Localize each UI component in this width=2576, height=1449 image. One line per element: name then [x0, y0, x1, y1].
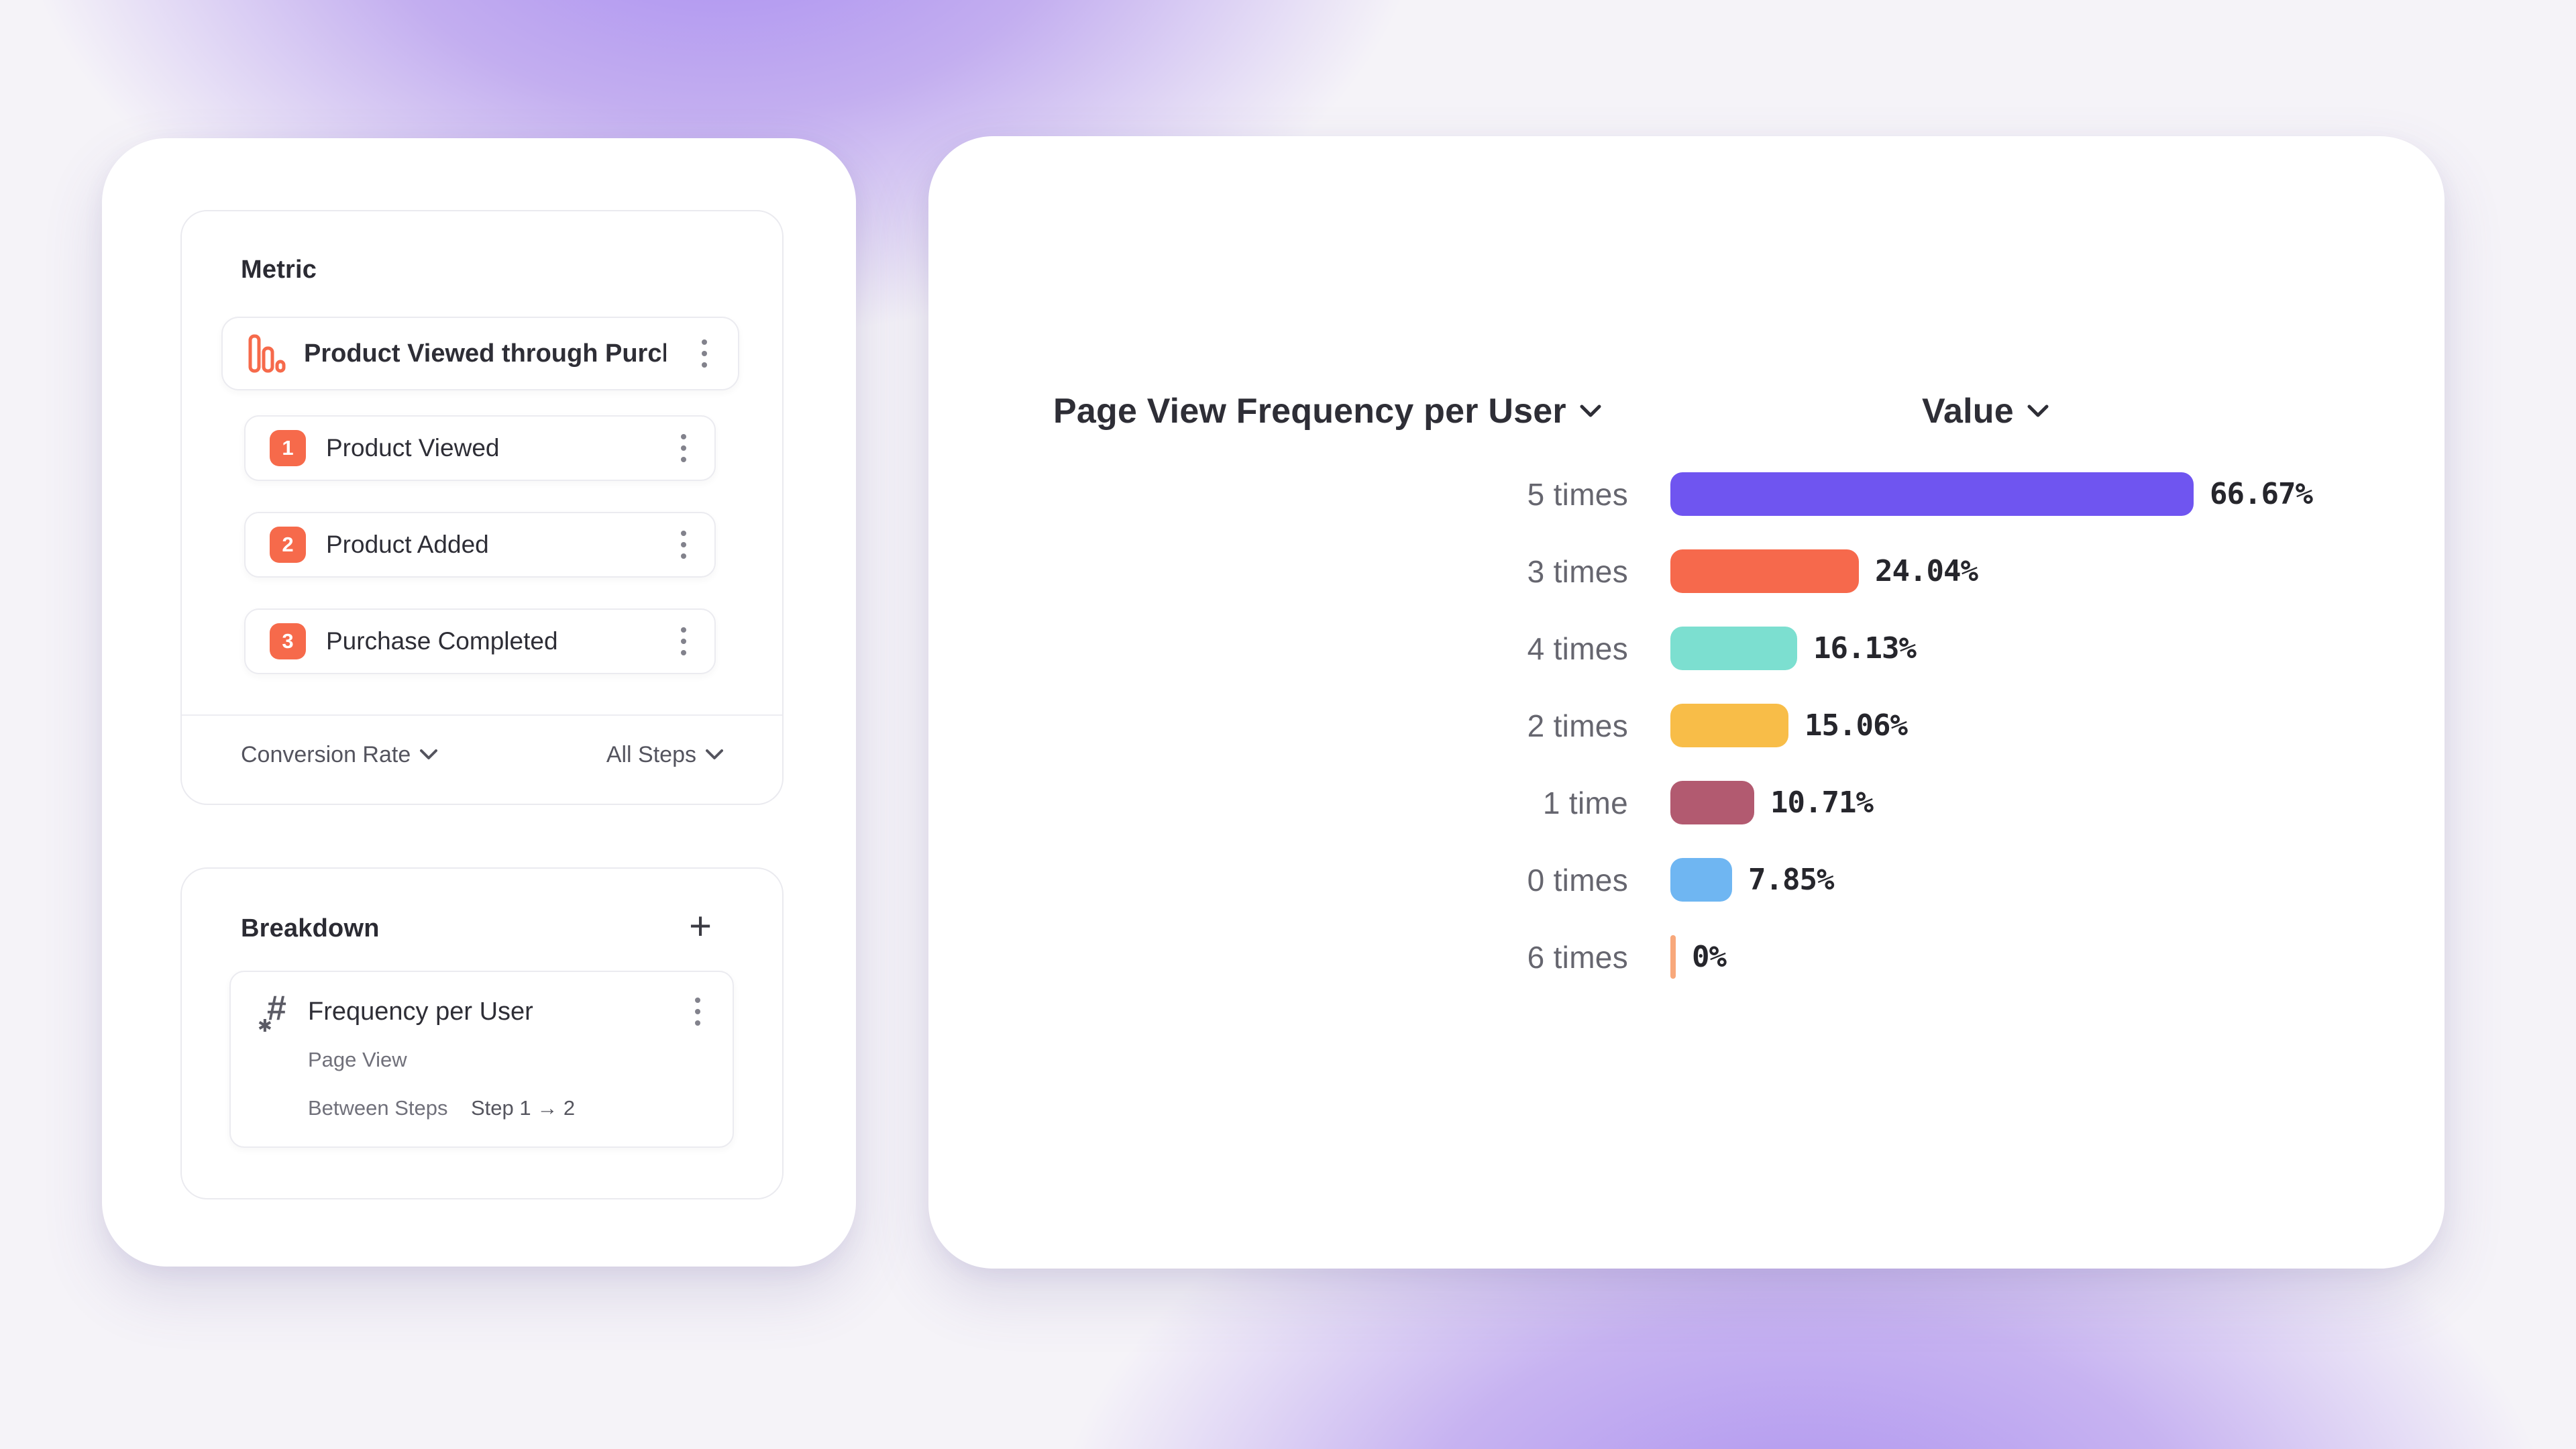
breakdown-panel: Breakdown + # ✱ Frequency per User Page … — [180, 867, 784, 1199]
chevron-down-icon — [420, 749, 438, 759]
chart-row-label: 4 times — [1527, 631, 1628, 666]
metric-panel: Metric Product Viewed through Purch... 1… — [180, 210, 784, 805]
measurement-dropdown-label: Conversion Rate — [241, 741, 411, 767]
metric-footer: Conversion Rate All Steps — [241, 736, 723, 773]
breakdown-event-label: Page View — [308, 1048, 407, 1071]
funnel-step-row[interactable]: 1 Product Viewed — [244, 415, 716, 481]
chart-row: 2 times 15.06% — [928, 687, 2445, 764]
query-builder-card: Metric Product Viewed through Purch... 1… — [102, 138, 856, 1267]
chart-bar-value: 24.04% — [1875, 554, 1978, 588]
chart-row: 6 times 0% — [928, 918, 2445, 996]
chevron-down-icon — [2027, 405, 2049, 417]
chart-bar-value: 10.71% — [1770, 786, 1874, 820]
bar-chart: 5 times 66.67% 3 times 24.04% 4 times 16.13% 2… — [928, 455, 2445, 996]
step-label: Product Viewed — [326, 434, 500, 462]
breakdown-item-row[interactable]: # ✱ Frequency per User Page View Between… — [229, 971, 734, 1148]
chart-bar[interactable] — [1670, 627, 1797, 670]
step-number-badge: 3 — [270, 623, 306, 659]
bar-chart-descending-icon — [248, 334, 286, 373]
kebab-menu-icon[interactable] — [702, 339, 707, 368]
breakdown-steps-range: Step 1 → 2 — [471, 1096, 576, 1120]
chart-bar-value: 66.67% — [2210, 477, 2313, 511]
chart-row-label: 1 time — [1542, 785, 1628, 820]
chart-bar-value: 0% — [1692, 940, 1727, 974]
chart-row: 3 times 24.04% — [928, 533, 2445, 610]
chart-row: 1 time 10.71% — [928, 764, 2445, 841]
chart-row-label: 6 times — [1527, 939, 1628, 975]
chart-bar-value: 7.85% — [1748, 863, 1834, 897]
chart-value-header-dropdown[interactable]: Value — [1922, 391, 2049, 431]
funnel-metric-title: Product Viewed through Purch... — [304, 339, 666, 368]
chart-row-label: 2 times — [1527, 708, 1628, 743]
chart-value-header-label: Value — [1922, 392, 2014, 431]
kebab-menu-icon[interactable] — [695, 998, 700, 1026]
breakdown-between-label: Between Steps — [308, 1096, 448, 1120]
metric-panel-title: Metric — [241, 256, 317, 284]
chart-row-label: 3 times — [1527, 553, 1628, 589]
numeric-property-icon: # ✱ — [258, 989, 286, 1036]
chart-card: Page View Frequency per User Value 5 tim… — [928, 136, 2445, 1269]
chart-row-label: 5 times — [1527, 476, 1628, 512]
chart-row: 4 times 16.13% — [928, 610, 2445, 687]
chart-row: 0 times 7.85% — [928, 841, 2445, 918]
chart-bar[interactable] — [1670, 781, 1754, 824]
funnel-step-row[interactable]: 2 Product Added — [244, 512, 716, 578]
chart-header-row: Page View Frequency per User Value — [928, 391, 2445, 438]
kebab-menu-icon[interactable] — [681, 531, 686, 559]
chevron-down-icon — [706, 749, 723, 759]
chart-bar-value: 15.06% — [1805, 708, 1908, 743]
chart-bar[interactable] — [1670, 704, 1788, 747]
measurement-dropdown[interactable]: Conversion Rate — [241, 741, 438, 768]
chart-bar[interactable] — [1670, 935, 1676, 979]
chart-bar[interactable] — [1670, 472, 2194, 516]
chart-bar[interactable] — [1670, 858, 1732, 902]
add-breakdown-button[interactable]: + — [689, 904, 712, 948]
chart-bar[interactable] — [1670, 549, 1859, 593]
kebab-menu-icon[interactable] — [681, 627, 686, 655]
chart-breakdown-header-label: Page View Frequency per User — [1053, 392, 1566, 431]
breakdown-panel-title: Breakdown — [241, 914, 380, 943]
kebab-menu-icon[interactable] — [681, 434, 686, 462]
step-label: Purchase Completed — [326, 627, 558, 655]
chart-row-label: 0 times — [1527, 862, 1628, 898]
steps-scope-dropdown-label: All Steps — [606, 741, 696, 767]
funnel-step-row[interactable]: 3 Purchase Completed — [244, 608, 716, 674]
chevron-down-icon — [1580, 405, 1601, 417]
chart-bar-value: 16.13% — [1813, 631, 1917, 665]
chart-breakdown-header-dropdown[interactable]: Page View Frequency per User — [1053, 391, 1601, 431]
step-label: Product Added — [326, 531, 489, 558]
funnel-metric-row[interactable]: Product Viewed through Purch... — [221, 317, 739, 390]
chart-row: 5 times 66.67% — [928, 455, 2445, 533]
step-number-badge: 2 — [270, 527, 306, 563]
steps-scope-dropdown[interactable]: All Steps — [606, 742, 723, 768]
step-number-badge: 1 — [270, 430, 306, 466]
panel-divider — [182, 714, 782, 716]
breakdown-item-title: Frequency per User — [308, 997, 533, 1026]
